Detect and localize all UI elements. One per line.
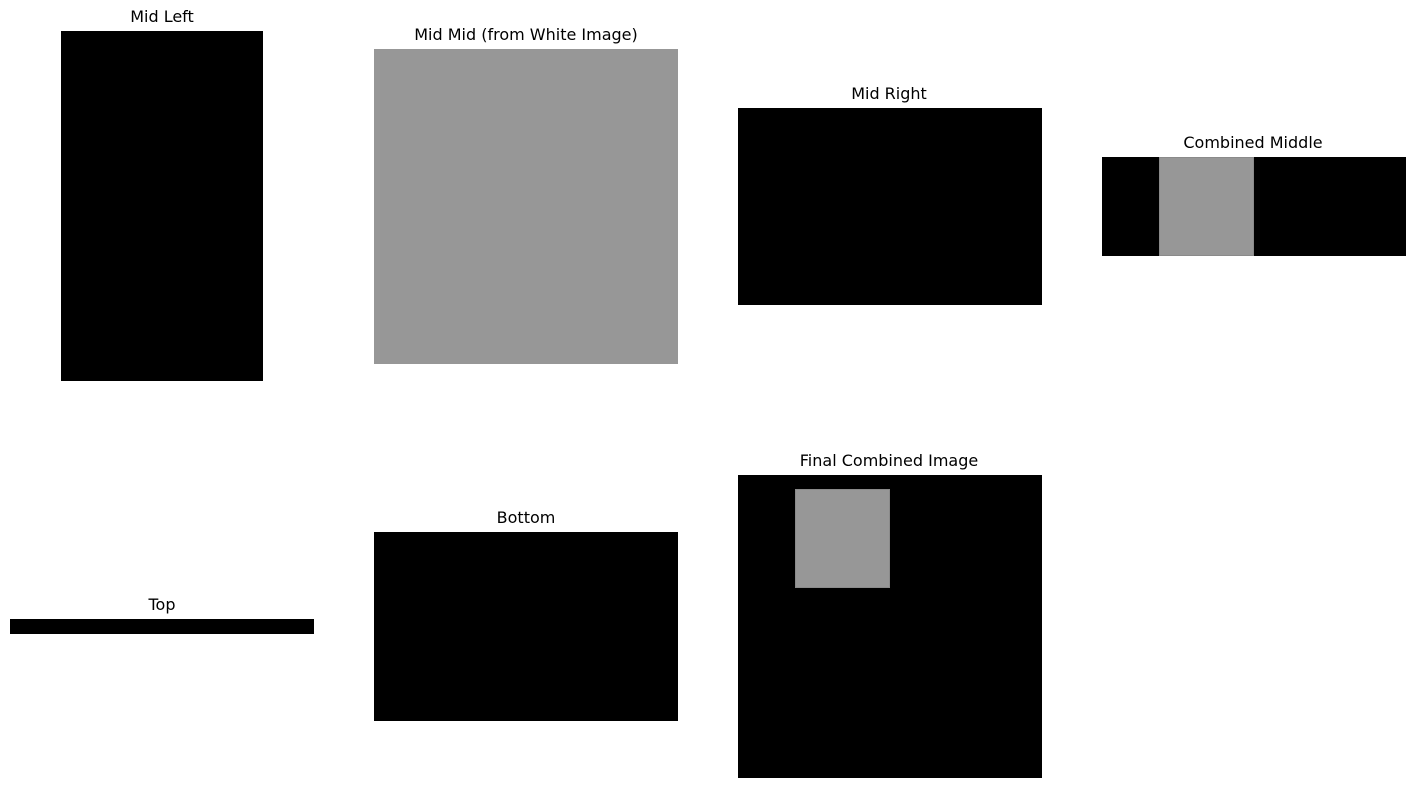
final-combined-image bbox=[738, 475, 1042, 778]
bottom-image bbox=[374, 532, 678, 721]
mid-right-image bbox=[738, 108, 1042, 305]
mid-mid-title: Mid Mid (from White Image) bbox=[414, 25, 638, 44]
mid-right-title: Mid Right bbox=[851, 84, 927, 103]
combined-middle-image bbox=[1102, 157, 1406, 256]
mid-mid-image bbox=[374, 49, 678, 364]
mid-left-title: Mid Left bbox=[130, 7, 194, 26]
combined-middle-gray-region bbox=[1159, 157, 1254, 256]
final-combined-gray-region bbox=[795, 489, 890, 588]
combined-middle-title: Combined Middle bbox=[1183, 133, 1323, 152]
mid-left-image bbox=[61, 31, 263, 381]
final-combined-title: Final Combined Image bbox=[799, 451, 979, 470]
top-title: Top bbox=[148, 595, 176, 614]
bottom-title: Bottom bbox=[496, 508, 556, 527]
top-image bbox=[10, 619, 314, 634]
